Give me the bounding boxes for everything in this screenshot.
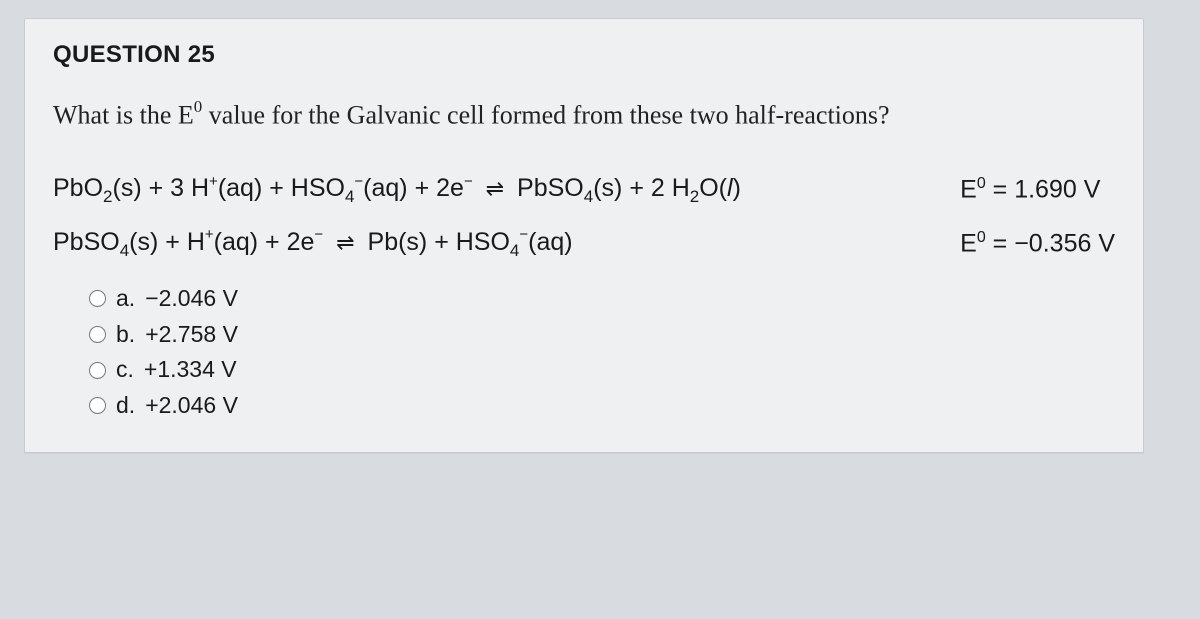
reaction-2-rhs: Pb(s) + HSO4−(aq)	[368, 228, 573, 256]
option-b[interactable]: b. +2.758 V	[89, 317, 1115, 353]
prompt-suffix: value for the Galvanic cell formed from …	[202, 101, 889, 130]
option-b-text: +2.758 V	[145, 317, 238, 353]
reactions-grid: PbO2(s) + 3 H+(aq) + HSO4−(aq) + 2e− ⇌ P…	[53, 170, 1115, 263]
prompt-prefix: What is the E	[53, 101, 194, 130]
equilibrium-arrow-icon: ⇌	[480, 172, 510, 205]
equilibrium-arrow-icon: ⇌	[330, 226, 360, 259]
option-d-letter: d.	[116, 388, 135, 424]
option-c-text: +1.334 V	[144, 352, 237, 388]
option-d-radio[interactable]	[89, 397, 106, 414]
reaction-2-e0: E0 = −0.356 V	[960, 229, 1115, 258]
reaction-2-lhs: PbSO4(s) + H+(aq) + 2e−	[53, 228, 323, 256]
prompt-superscript: 0	[194, 97, 203, 116]
question-prompt: What is the E0 value for the Galvanic ce…	[53, 97, 1115, 134]
e0-prefix: E	[960, 175, 977, 203]
question-title: QUESTION 25	[53, 41, 1115, 69]
option-c-radio[interactable]	[89, 362, 106, 379]
option-a-radio[interactable]	[89, 290, 106, 307]
option-c[interactable]: c. +1.334 V	[89, 352, 1115, 388]
option-b-letter: b.	[116, 317, 135, 353]
e0-sup: 0	[977, 175, 986, 192]
option-a-text: −2.046 V	[145, 281, 238, 317]
option-a-letter: a.	[116, 281, 135, 317]
option-d-text: +2.046 V	[145, 388, 238, 424]
e0-sup: 0	[977, 229, 986, 246]
e0-value: = −0.356 V	[986, 229, 1115, 257]
option-a[interactable]: a. −2.046 V	[89, 281, 1115, 317]
option-c-letter: c.	[116, 352, 134, 388]
reaction-1-e0: E0 = 1.690 V	[960, 175, 1115, 204]
option-b-radio[interactable]	[89, 326, 106, 343]
answer-options: a. −2.046 V b. +2.758 V c. +1.334 V d. +…	[53, 281, 1115, 424]
reaction-1-lhs: PbO2(s) + 3 H+(aq) + HSO4−(aq) + 2e−	[53, 174, 473, 202]
question-card: QUESTION 25 What is the E0 value for the…	[24, 18, 1144, 453]
reaction-2: PbSO4(s) + H+(aq) + 2e− ⇌ Pb(s) + HSO4−(…	[53, 224, 912, 264]
option-d[interactable]: d. +2.046 V	[89, 388, 1115, 424]
reaction-1: PbO2(s) + 3 H+(aq) + HSO4−(aq) + 2e− ⇌ P…	[53, 170, 912, 210]
e0-prefix: E	[960, 229, 977, 257]
reaction-1-rhs: PbSO4(s) + 2 H2O(l)	[517, 174, 741, 202]
e0-value: = 1.690 V	[986, 175, 1101, 203]
